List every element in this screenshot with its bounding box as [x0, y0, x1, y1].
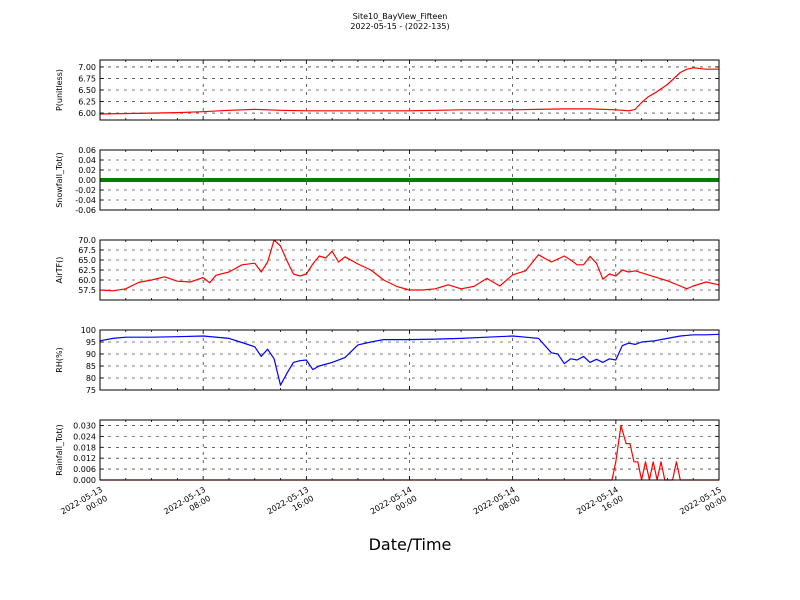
panel-frame [99, 419, 720, 481]
panel-frame [99, 59, 720, 121]
y-tick-label: -0.02 [75, 186, 96, 195]
y-tick-label: -0.04 [75, 196, 96, 205]
y-tick-label: 0.024 [73, 432, 96, 441]
data-series-0 [99, 67, 719, 115]
y-axis-label: RH(%) [55, 347, 64, 372]
y-tick-label: 85 [86, 362, 96, 371]
y-tick-label: 60.0 [78, 276, 96, 285]
panel-0: 6.00 6.25 6.50 6.75 7.00 P(unitless) [55, 59, 720, 121]
y-tick-label: 67.5 [78, 246, 96, 255]
y-tick-label: 0.012 [73, 454, 96, 463]
panel-3: 100 95 90 85 80 75 RH(%) [55, 326, 720, 395]
y-tick-label: 6.50 [78, 86, 96, 95]
panels-group: 6.006.256.506.757.00P(unitless)0.060.040… [55, 59, 720, 485]
chart-subtitle: 2022-05-15 - (2022-135) [350, 22, 449, 31]
y-tick-label: 0.018 [73, 443, 96, 452]
y-tick-label: 6.75 [78, 74, 96, 83]
chart-title: Site10_BayView_Fifteen [353, 12, 448, 21]
y-tick-label: 0.030 [73, 421, 96, 430]
y-tick-label: -0.06 [75, 206, 96, 215]
y-tick-label: 7.00 [78, 63, 96, 72]
y-tick-label: 0.06 [78, 146, 96, 155]
panel-1: 0.060.040.020.00-0.02-0.04-0.06 Snowfall_… [55, 146, 720, 215]
y-tick-label: 0.04 [78, 156, 96, 165]
panel-frame [99, 329, 720, 391]
y-tick-label: 57.5 [78, 286, 96, 295]
y-tick-label: 75 [86, 386, 96, 395]
y-tick-label: 6.00 [78, 109, 96, 118]
y-tick-label: 90 [86, 350, 96, 359]
y-axis-label: P(unitless) [55, 69, 64, 111]
y-axis-label: Snowfall_Tot() [55, 152, 64, 208]
y-tick-label: 62.5 [78, 266, 96, 275]
y-axis-label: AirTF() [55, 257, 64, 284]
y-tick-label: 0.02 [78, 166, 96, 175]
y-tick-label: 70.0 [78, 236, 96, 245]
panel-2: 70.067.565.062.560.057.5 AirTF() [55, 236, 720, 301]
y-tick-label: 100 [81, 326, 96, 335]
y-tick-label: 0.00 [78, 176, 96, 185]
panel-frame [99, 149, 720, 211]
y-tick-label: 65.0 [78, 256, 96, 265]
panel-frame [99, 239, 720, 301]
data-series-2 [99, 239, 720, 292]
x-axis-label: Date/Time [369, 535, 452, 554]
y-tick-label: 95 [86, 338, 96, 347]
data-series-3 [99, 333, 720, 386]
y-tick-label: 0.006 [73, 465, 96, 474]
data-series-4 [100, 424, 719, 481]
y-tick-label: 6.25 [78, 98, 96, 107]
panel-4: 0.030 0.024 0.018 0.012 0.006 0.000 Rainfall_T… [55, 419, 720, 485]
y-tick-label: 80 [86, 374, 96, 383]
y-tick-label: 0.000 [73, 476, 96, 485]
y-axis-label: Rainfall_Tot() [55, 424, 64, 476]
